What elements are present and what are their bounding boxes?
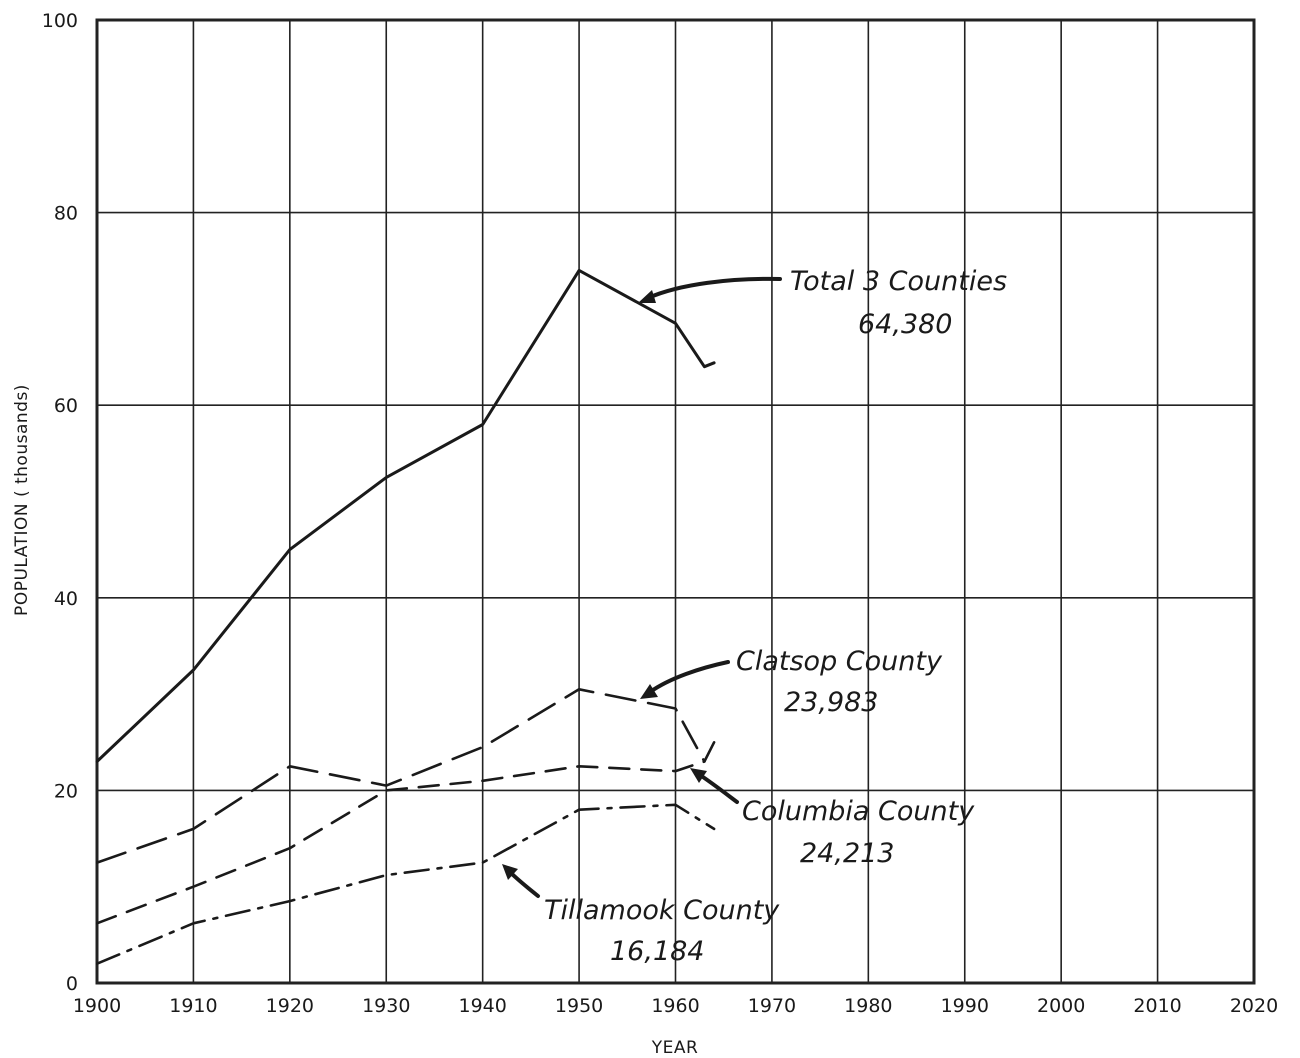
y-tick-label: 20 bbox=[54, 780, 78, 802]
x-tick-label: 1940 bbox=[458, 995, 506, 1017]
y-tick-label: 80 bbox=[54, 203, 78, 225]
plot-frame bbox=[95, 18, 1256, 985]
y-tick-label: 100 bbox=[42, 10, 78, 32]
x-axis-title: YEAR bbox=[651, 1038, 699, 1058]
annotations: Total 3 Counties 64,380 Clatsop County 2… bbox=[502, 266, 1007, 967]
tillamook-arrow bbox=[508, 870, 540, 898]
x-tick-label: 1970 bbox=[748, 995, 796, 1017]
clatsop-value: 23,983 bbox=[784, 687, 878, 718]
columbia-value: 24,213 bbox=[800, 838, 894, 869]
x-tick-label: 2000 bbox=[1037, 995, 1085, 1017]
x-tick-label: 1960 bbox=[651, 995, 699, 1017]
tillamook-label: Tillamook County bbox=[544, 895, 780, 926]
total-value: 64,380 bbox=[858, 309, 952, 340]
x-tick-label: 1910 bbox=[169, 995, 217, 1017]
tillamook-value: 16,184 bbox=[610, 936, 704, 967]
total-label: Total 3 Counties bbox=[790, 266, 1007, 297]
series-line-clatsop-county bbox=[95, 687, 716, 864]
grid bbox=[96, 19, 1255, 984]
y-axis-ticks: 0 20 40 60 80 100 bbox=[42, 10, 78, 995]
x-tick-label: 1930 bbox=[362, 995, 410, 1017]
total-arrow bbox=[646, 276, 782, 300]
x-tick-label: 1950 bbox=[555, 995, 603, 1017]
columbia-arrow-head bbox=[690, 768, 707, 783]
x-tick-label: 2020 bbox=[1230, 995, 1278, 1017]
y-tick-label: 0 bbox=[66, 973, 78, 995]
total-arrow-head bbox=[638, 290, 656, 303]
columbia-label: Columbia County bbox=[742, 796, 975, 827]
clatsop-label: Clatsop County bbox=[736, 646, 943, 677]
columbia-arrow bbox=[698, 773, 739, 804]
y-tick-label: 60 bbox=[54, 395, 78, 417]
x-tick-label: 1990 bbox=[941, 995, 989, 1017]
series-line-total-3-counties bbox=[95, 268, 716, 763]
clatsop-arrow-head bbox=[640, 684, 658, 699]
series-line-columbia-county bbox=[95, 760, 706, 925]
x-axis-ticks: 1900 1910 1920 1930 1940 1950 1960 1970 1980 1990… bbox=[73, 995, 1278, 1017]
x-tick-label: 1900 bbox=[73, 995, 121, 1017]
series-layer bbox=[95, 268, 716, 966]
clatsop-arrow bbox=[648, 660, 730, 694]
x-tick-label: 1920 bbox=[266, 995, 314, 1017]
y-axis-title: POPULATION ( thousands) bbox=[12, 384, 32, 616]
y-tick-label: 40 bbox=[54, 588, 78, 610]
x-tick-label: 2010 bbox=[1133, 995, 1181, 1017]
x-tick-label: 1980 bbox=[844, 995, 892, 1017]
tillamook-arrow-head bbox=[502, 864, 518, 880]
